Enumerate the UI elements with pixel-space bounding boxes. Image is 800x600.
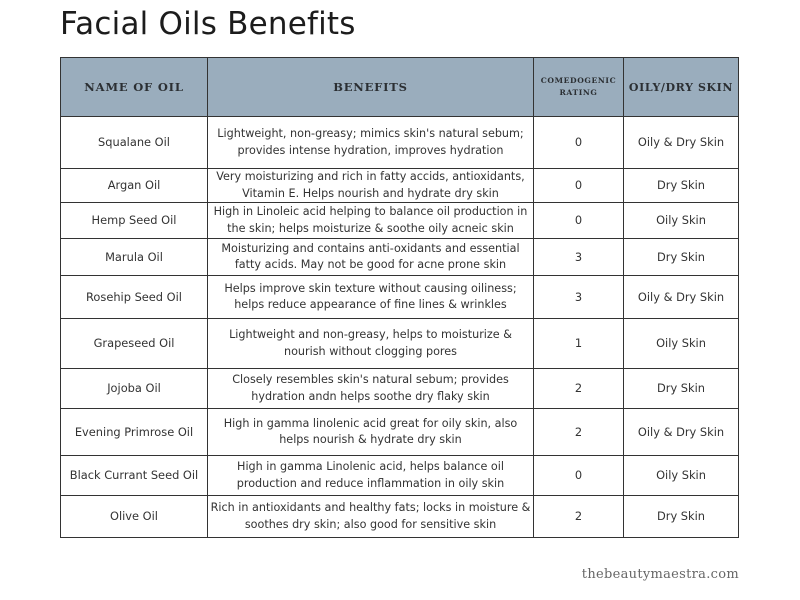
oil-name: Olive Oil	[60, 495, 208, 538]
skin-type: Dry Skin	[623, 495, 739, 538]
comedogenic-rating: 2	[533, 368, 624, 409]
table-row: Squalane Oil Lightweight, non-greasy; mi…	[60, 116, 739, 169]
comedogenic-rating: 0	[533, 168, 624, 203]
skin-type: Oily Skin	[623, 318, 739, 369]
skin-type: Oily & Dry Skin	[623, 408, 739, 456]
table-row: Jojoba Oil Closely resembles skin's natu…	[60, 368, 739, 409]
comedogenic-rating: 2	[533, 495, 624, 538]
oil-benefits: Very moisturizing and rich in fatty acci…	[207, 168, 534, 203]
skin-type: Dry Skin	[623, 368, 739, 409]
header-name-of-oil: NAME OF OIL	[60, 57, 208, 117]
page-title: Facial Oils Benefits	[60, 6, 356, 42]
comedogenic-rating: 2	[533, 408, 624, 456]
comedogenic-rating: 0	[533, 116, 624, 169]
comedogenic-rating: 3	[533, 275, 624, 319]
oil-name: Squalane Oil	[60, 116, 208, 169]
table-row: Rosehip Seed Oil Helps improve skin text…	[60, 275, 739, 319]
oil-benefits: Lightweight and non-greasy, helps to moi…	[207, 318, 534, 369]
oil-benefits: Closely resembles skin's natural sebum; …	[207, 368, 534, 409]
table-row: Grapeseed Oil Lightweight and non-greasy…	[60, 318, 739, 369]
oil-benefits: Helps improve skin texture without causi…	[207, 275, 534, 319]
skin-type: Oily & Dry Skin	[623, 116, 739, 169]
oil-name: Jojoba Oil	[60, 368, 208, 409]
oil-name: Marula Oil	[60, 238, 208, 276]
oil-name: Evening Primrose Oil	[60, 408, 208, 456]
site-watermark: thebeautymaestra.com	[581, 567, 739, 582]
facial-oils-table: NAME OF OIL BENEFITS COMEDOGENIC RATING …	[60, 57, 739, 538]
oil-benefits: High in Linoleic acid helping to balance…	[207, 202, 534, 239]
table-row: Olive Oil Rich in antioxidants and healt…	[60, 495, 739, 538]
comedogenic-rating: 0	[533, 202, 624, 239]
skin-type: Oily Skin	[623, 455, 739, 496]
skin-type: Dry Skin	[623, 238, 739, 276]
header-oily-dry-skin: OILY/DRY SKIN	[623, 57, 739, 117]
oil-name: Black Currant Seed Oil	[60, 455, 208, 496]
table-row: Black Currant Seed Oil High in gamma Lin…	[60, 455, 739, 496]
header-rating-line2: RATING	[559, 88, 598, 97]
comedogenic-rating: 3	[533, 238, 624, 276]
oil-benefits: High in gamma Linolenic acid, helps bala…	[207, 455, 534, 496]
oil-benefits: Lightweight, non-greasy; mimics skin's n…	[207, 116, 534, 169]
table-row: Marula Oil Moisturizing and contains ant…	[60, 238, 739, 276]
table-row: Argan Oil Very moisturizing and rich in …	[60, 168, 739, 203]
comedogenic-rating: 1	[533, 318, 624, 369]
oil-benefits: Moisturizing and contains anti-oxidants …	[207, 238, 534, 276]
table-header-row: NAME OF OIL BENEFITS COMEDOGENIC RATING …	[60, 57, 739, 117]
skin-type: Oily Skin	[623, 202, 739, 239]
table-row: Hemp Seed Oil High in Linoleic acid help…	[60, 202, 739, 239]
skin-type: Dry Skin	[623, 168, 739, 203]
oil-benefits: Rich in antioxidants and healthy fats; l…	[207, 495, 534, 538]
header-comedogenic-rating: COMEDOGENIC RATING	[533, 57, 624, 117]
oil-name: Hemp Seed Oil	[60, 202, 208, 239]
comedogenic-rating: 0	[533, 455, 624, 496]
oil-name: Argan Oil	[60, 168, 208, 203]
skin-type: Oily & Dry Skin	[623, 275, 739, 319]
table-row: Evening Primrose Oil High in gamma linol…	[60, 408, 739, 456]
oil-benefits: High in gamma linolenic acid great for o…	[207, 408, 534, 456]
oil-name: Grapeseed Oil	[60, 318, 208, 369]
oil-name: Rosehip Seed Oil	[60, 275, 208, 319]
header-benefits: BENEFITS	[207, 57, 534, 117]
header-rating-line1: COMEDOGENIC	[540, 76, 617, 85]
